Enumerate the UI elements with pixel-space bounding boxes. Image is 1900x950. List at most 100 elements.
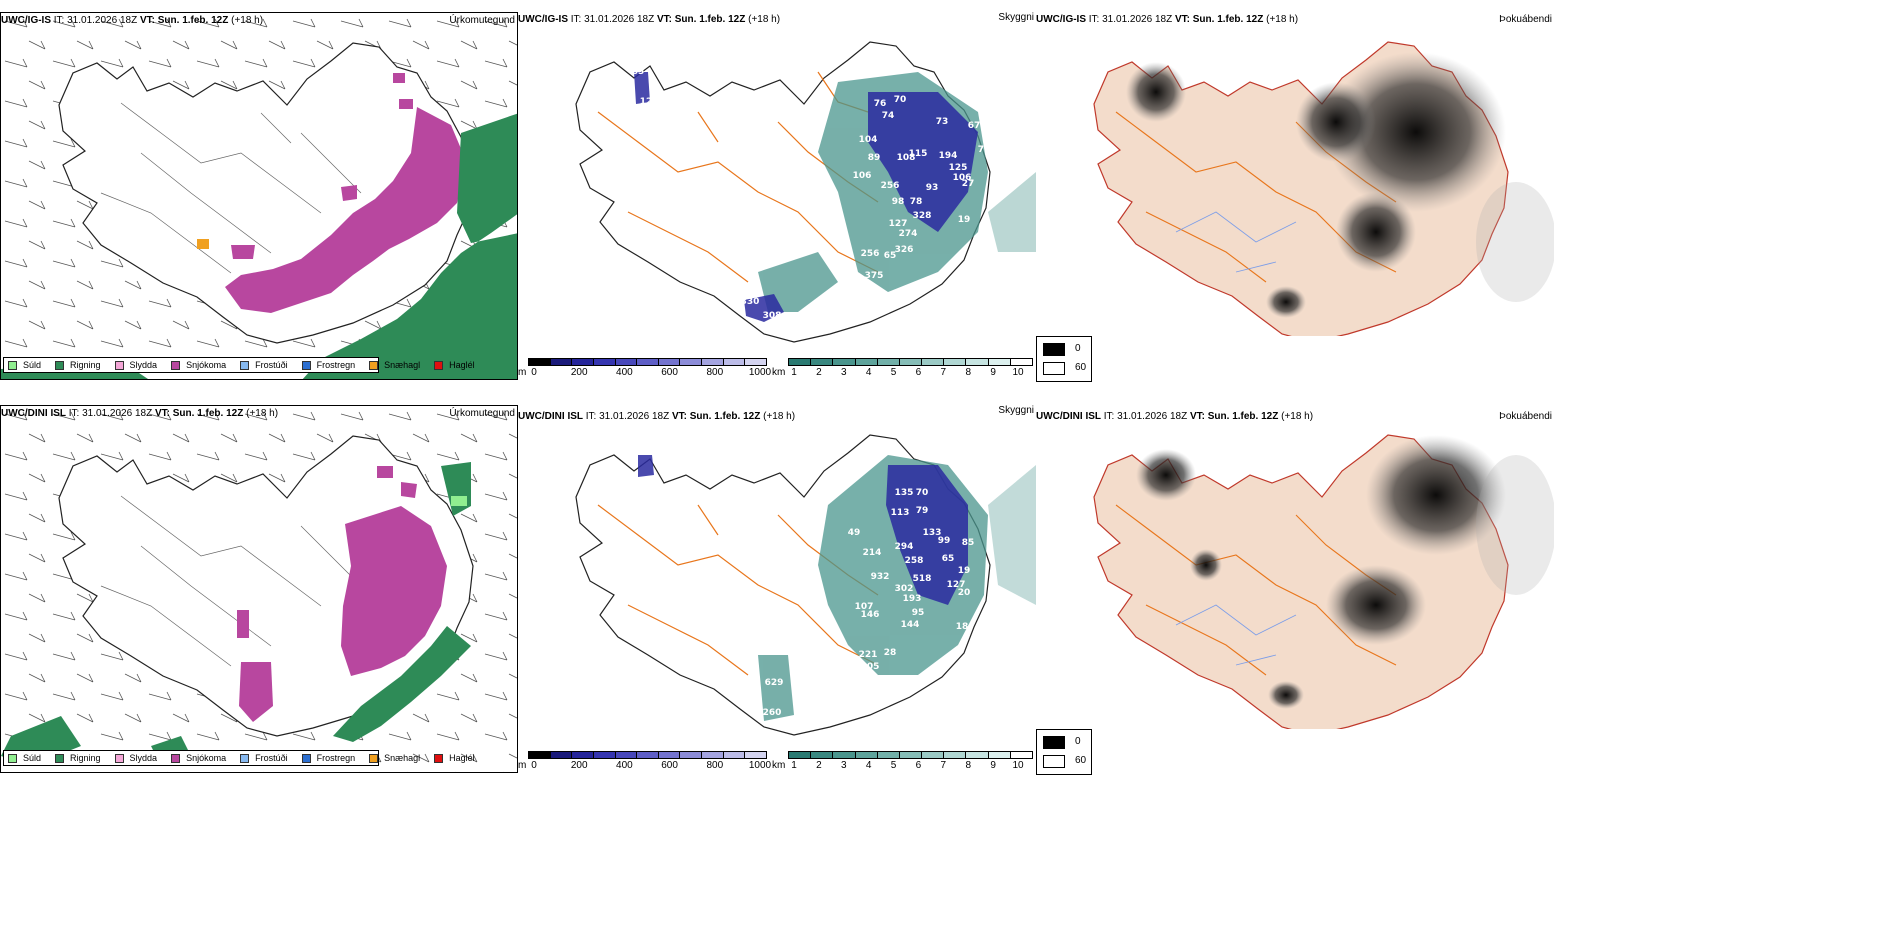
colorbar-segment bbox=[722, 358, 746, 366]
legend-item: Snjókoma bbox=[171, 360, 226, 370]
colorbar-segment bbox=[679, 751, 703, 759]
ceiling-value-label: 28 bbox=[884, 648, 897, 658]
snow-grains-area bbox=[197, 239, 209, 249]
low-ceiling-areas bbox=[638, 455, 968, 605]
colorbar-tick-label: 800 bbox=[706, 760, 724, 771]
fog-map-canvas bbox=[1093, 434, 1554, 729]
legend-label: Slydda bbox=[129, 360, 158, 370]
ceiling-value-label: 258 bbox=[905, 556, 924, 566]
ceiling-value-label: 256 bbox=[881, 181, 900, 191]
colorbar-tick-label: 8 bbox=[965, 367, 971, 378]
legend-item: Súld bbox=[8, 360, 41, 370]
legend-swatch bbox=[434, 360, 444, 370]
colorbar-unit: km bbox=[772, 760, 786, 771]
legend-label: Haglél bbox=[449, 753, 475, 763]
colorbar-tick-label: 10 bbox=[1012, 367, 1024, 378]
lead-time: (+18 h) bbox=[246, 408, 279, 419]
colorbar-segment bbox=[549, 751, 573, 759]
ceiling-value-label: 107 bbox=[855, 602, 874, 612]
precip-type-legend: Súld Rigning Slydda Snjókoma Frostúði Frostre… bbox=[3, 750, 475, 766]
panel-title-fog: Þokuábendi bbox=[1499, 14, 1552, 25]
colorbar-tick-label: 9 bbox=[990, 367, 996, 378]
colorbar-tick-label: 1 bbox=[791, 760, 797, 771]
colorbar-segment bbox=[921, 358, 945, 366]
legend-swatch bbox=[55, 360, 65, 370]
colorbar-tick-label: 0 bbox=[531, 367, 537, 378]
ceiling-colorbar: m 0 200 400 600 800 1000 bbox=[518, 751, 771, 773]
precip-map-canvas bbox=[1, 406, 517, 772]
colorbar-segment bbox=[657, 751, 681, 759]
legend-swatch bbox=[240, 753, 250, 763]
legend-item: Rigning bbox=[55, 360, 101, 370]
ceiling-value-label: 326 bbox=[895, 245, 914, 255]
colorbar-segment bbox=[876, 751, 900, 759]
colorbar-segment bbox=[832, 358, 856, 366]
ceiling-value-label: 113 bbox=[891, 508, 910, 518]
colorbar-unit: m bbox=[518, 760, 527, 771]
ceiling-value-label: 78 bbox=[910, 197, 923, 207]
legend-item: Frostregn bbox=[301, 753, 356, 763]
colorbar-tick-label: 3 bbox=[840, 367, 847, 378]
panel-title-cloud: Skyggni bbox=[998, 12, 1034, 23]
colorbar-segment bbox=[788, 751, 812, 759]
valid-time: Sun. 1.feb. 12Z bbox=[172, 408, 244, 419]
ceiling-value-label: 294 bbox=[895, 542, 914, 552]
colorbar-segment bbox=[614, 358, 638, 366]
low-ceiling-areas bbox=[634, 72, 978, 322]
header-row1-fog: UWC/IG-IS IT: 31.01.2026 18Z VT: Sun. 1.… bbox=[1036, 14, 1299, 25]
fog-map-row2: UWC/DINI ISL IT: 31.01.2026 18Z VT: Sun.… bbox=[1036, 405, 1554, 729]
legend-label: Rigning bbox=[70, 360, 101, 370]
colorbar-segment bbox=[722, 751, 746, 759]
colorbar-tick-label: 2 bbox=[816, 760, 822, 771]
colorbar-segment bbox=[876, 358, 900, 366]
visibility-colorbar: km 1 2 3 4 5 6 7 8 9 10 bbox=[772, 751, 1033, 773]
colorbar-tick-label: 6 bbox=[915, 760, 922, 771]
legend-item: Haglél bbox=[434, 753, 475, 763]
colorbar-segment bbox=[987, 751, 1011, 759]
fog-index-legend: 0 60 bbox=[1036, 729, 1092, 775]
panel-title-precip: Úrkomutegund bbox=[449, 15, 515, 26]
colorbar-segment bbox=[921, 751, 945, 759]
legend-swatch bbox=[240, 360, 250, 370]
cloud-map-row1: UWC/IG-IS IT: 31.01.2026 18Z VT: Sun. 1.… bbox=[518, 12, 1036, 380]
legend-label: Rigning bbox=[70, 753, 101, 763]
colorbar-segment bbox=[943, 358, 967, 366]
legend-item: Slydda bbox=[114, 360, 158, 370]
fog-map-canvas bbox=[1093, 41, 1554, 336]
ceiling-value-label: 193 bbox=[903, 594, 922, 604]
snow-areas bbox=[225, 73, 467, 313]
ceiling-value-label: 194 bbox=[939, 151, 958, 161]
ceiling-value-label: 93 bbox=[926, 183, 939, 193]
legend-label: Haglél bbox=[449, 360, 475, 370]
colorbar-segment bbox=[571, 358, 594, 366]
ceiling-value-label: 518 bbox=[913, 574, 932, 584]
colorbar-tick-label: 600 bbox=[661, 367, 678, 378]
fog-map-row1: UWC/IG-IS IT: 31.01.2026 18Z VT: Sun. 1.… bbox=[1036, 12, 1554, 336]
ceiling-value-label: 19 bbox=[958, 566, 971, 576]
legend-label: Frostregn bbox=[316, 753, 356, 763]
colorbar-tick-label: 800 bbox=[706, 367, 724, 378]
colorbar-segment bbox=[571, 751, 594, 759]
colorbar-segment bbox=[701, 751, 724, 759]
ceiling-value-label: 70 bbox=[916, 488, 929, 498]
legend-item: Snæhagl bbox=[369, 753, 420, 763]
colorbar-segment bbox=[943, 751, 967, 759]
roads-lines bbox=[100, 102, 362, 274]
ceiling-value-label: 375 bbox=[865, 271, 884, 281]
colorbar-tick-label: 4 bbox=[865, 367, 872, 378]
colorbar-segment bbox=[528, 751, 551, 759]
colorbar-segment bbox=[679, 358, 703, 366]
cloud-map-row2: UWC/DINI ISL IT: 31.01.2026 18Z VT: Sun.… bbox=[518, 405, 1036, 773]
legend-item: Frostúði bbox=[240, 753, 288, 763]
header-row1-cloud: UWC/IG-IS IT: 31.01.2026 18Z VT: Sun. 1.… bbox=[518, 14, 781, 25]
legend-item: Snjókoma bbox=[171, 753, 226, 763]
ceiling-value-label: 146 bbox=[861, 610, 880, 620]
ceiling-value-label: 106 bbox=[853, 171, 872, 181]
colorbar-segment bbox=[1009, 751, 1033, 759]
legend-swatch bbox=[8, 360, 17, 370]
colorbar-segment bbox=[832, 751, 856, 759]
lead-time: (+18 h) bbox=[231, 15, 264, 26]
fog-legend-white-swatch bbox=[1043, 362, 1065, 375]
ceiling-value-label: 65 bbox=[632, 67, 645, 77]
colorbar-tick-label: 4 bbox=[865, 760, 872, 771]
